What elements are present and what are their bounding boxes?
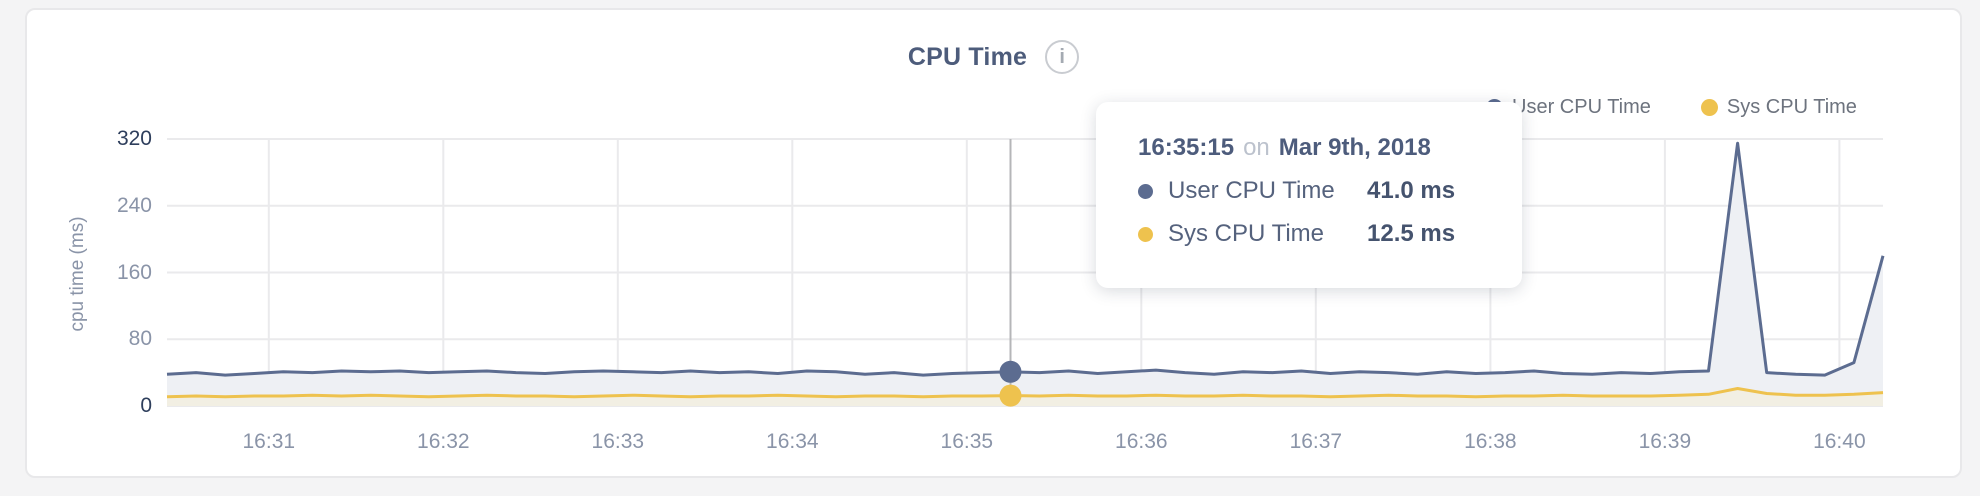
- tooltip-label-sys: Sys CPU Time: [1168, 220, 1325, 247]
- sys-series-dot-icon: [1138, 226, 1153, 242]
- legend-label-sys: Sys CPU Time: [1726, 96, 1857, 118]
- tooltip-date: Mar 9th, 2018: [1278, 134, 1431, 161]
- x-tick-label: 16:37: [1289, 430, 1343, 453]
- chart-title: CPU Time: [907, 42, 1028, 71]
- x-tick-label: 16:38: [1464, 430, 1517, 453]
- user-series-dot-icon: [1138, 183, 1153, 199]
- x-tick-label: 16:35: [940, 430, 994, 453]
- tooltip-value-user: 41.0 ms: [1367, 177, 1456, 204]
- tooltip-time: 16:35:15: [1138, 134, 1235, 161]
- chart-legend: User CPU Time Sys CPU Time: [1486, 96, 1857, 119]
- tooltip-header: 16:35:15 on Mar 9th, 2018: [1138, 134, 1482, 162]
- x-tick-label: 16:34: [766, 430, 819, 453]
- chart-tooltip: 16:35:15 on Mar 9th, 2018 User CPU Time 41…: [1096, 102, 1522, 288]
- y-tick-label: 80: [128, 327, 152, 351]
- y-tick-label: 320: [116, 127, 152, 150]
- tooltip-on-word: on: [1243, 134, 1270, 161]
- y-tick-label: 160: [116, 260, 152, 284]
- chart-plot-area[interactable]: [27, 10, 1964, 480]
- y-tick-label: 0: [140, 394, 152, 417]
- x-tick-label: 16:33: [591, 430, 645, 453]
- x-tick-label: 16:39: [1638, 430, 1692, 453]
- x-tick-label: 16:40: [1813, 430, 1866, 453]
- info-icon[interactable]: i: [1045, 40, 1080, 74]
- cpu-time-chart-card: cpu time (ms) 0 80 160 240 320 16:31 16:32 16:…: [25, 8, 1962, 478]
- legend-label-user: User CPU Time: [1512, 96, 1651, 118]
- sys-series-dot-icon: [1700, 99, 1718, 116]
- x-tick-label: 16:36: [1115, 430, 1168, 453]
- tooltip-value-sys: 12.5 ms: [1367, 220, 1456, 247]
- legend-item-sys[interactable]: Sys CPU Time: [1700, 96, 1857, 119]
- x-tick-label: 16:31: [242, 430, 296, 453]
- tooltip-row-sys: Sys CPU Time 12.5 ms: [1138, 220, 1482, 248]
- chart-header: CPU Time i: [27, 40, 1960, 74]
- tooltip-row-user: User CPU Time 41.0 ms: [1138, 177, 1482, 205]
- y-tick-label: 240: [116, 193, 152, 217]
- x-tick-label: 16:32: [417, 430, 470, 453]
- tooltip-label-user: User CPU Time: [1168, 177, 1335, 204]
